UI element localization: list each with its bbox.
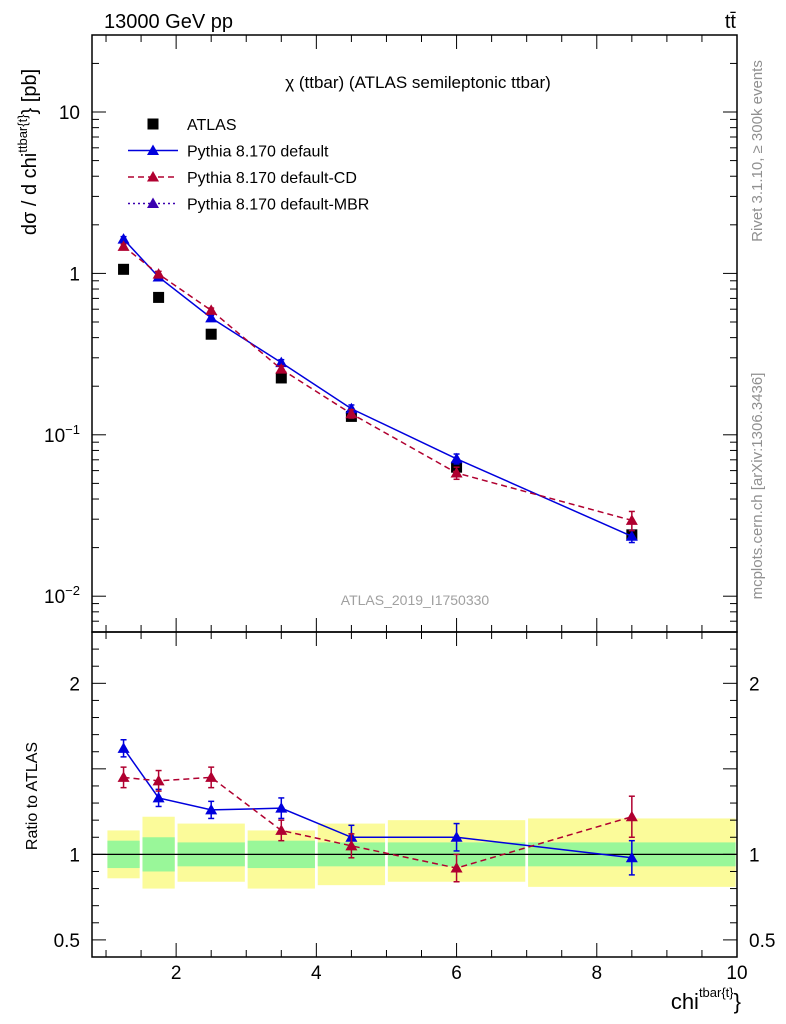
- legend-marker-triangle: [147, 171, 159, 182]
- data-point-triangle: [450, 452, 463, 464]
- data-point-square: [118, 263, 130, 275]
- ratio-point-triangle: [450, 862, 463, 873]
- mcplots-reference-label: mcplots.cern.ch [arXiv:1306.3436]: [749, 373, 766, 600]
- legend-entry: ATLAS: [187, 117, 237, 134]
- legend-marker-triangle: [147, 197, 159, 208]
- ratio-y-tick-label-right: 0.5: [749, 931, 775, 952]
- ratio-point-triangle: [117, 742, 130, 753]
- data-point-triangle: [275, 363, 288, 374]
- y-tick-label: 10: [59, 103, 80, 124]
- ratio-point-triangle: [275, 802, 288, 813]
- data-point-triangle: [205, 311, 218, 323]
- ratio-y-tick-label: 1: [69, 845, 80, 866]
- data-point-square: [153, 291, 165, 303]
- ratio-point-triangle: [205, 771, 218, 782]
- legend: ATLAS Pythia 8.170 default Pythia 8.170 de…: [128, 117, 369, 214]
- ratio-y-tick-label: 2: [69, 674, 80, 695]
- y-tick-label: 1: [69, 264, 80, 285]
- legend-entry: Pythia 8.170 default: [187, 144, 329, 161]
- data-point-triangle: [345, 407, 358, 419]
- main-axis-ticks: 10−2 10−1 1 10: [44, 34, 738, 633]
- header-process-label: 13000 GeV pp: [104, 11, 233, 33]
- data-point-square: [205, 328, 217, 340]
- ratio-axis-ticks: 0.5 0.5 1 1 2 2 2 4 6 8 10: [54, 631, 775, 984]
- data-point-triangle: [152, 268, 165, 279]
- y-tick-label: 10−2: [44, 583, 80, 608]
- series-line: [123, 245, 633, 522]
- main-y-axis-label: dσ / d chittbar{t}} [pb]: [15, 69, 41, 235]
- legend-marker-triangle: [147, 144, 159, 155]
- ratio-point-triangle: [117, 771, 130, 782]
- ratio-panel: 0.5 0.5 1 1 2 2 2 4 6 8 10: [54, 631, 775, 984]
- x-tick-label: 10: [726, 963, 747, 984]
- legend-entry: Pythia 8.170 default-MBR: [187, 197, 369, 214]
- legend-entry: Pythia 8.170 default-CD: [187, 170, 357, 187]
- x-tick-label: 2: [171, 963, 182, 984]
- x-axis-label: chitbar{t}}: [671, 985, 741, 1014]
- x-tick-label: 8: [591, 963, 602, 984]
- ratio-point-triangle: [625, 810, 638, 822]
- ratio-point-triangle: [345, 839, 358, 851]
- x-tick-label: 4: [311, 963, 322, 984]
- data-point-triangle: [205, 304, 218, 315]
- ratio-point-triangle: [152, 791, 165, 803]
- ratio-y-axis-label: Ratio to ATLAS: [24, 742, 41, 850]
- data-point-triangle: [625, 514, 638, 525]
- main-panel: 10−2 10−1 1 10 χ (ttbar) (ATLAS semileptoni…: [44, 34, 738, 633]
- rivet-version-label: Rivet 3.1.10, ≥ 300k events: [749, 60, 766, 242]
- ratio-panel-frame: [91, 631, 738, 958]
- ratio-plot-content: [92, 739, 737, 889]
- data-point-triangle: [450, 466, 463, 478]
- ratio-point-triangle: [450, 831, 463, 842]
- data-point-triangle: [117, 233, 130, 244]
- data-point-triangle: [117, 240, 130, 251]
- ratio-y-tick-label-right: 1: [749, 845, 760, 866]
- data-point-square: [275, 372, 287, 384]
- series-line: [122, 238, 633, 537]
- ratio-point-triangle: [152, 774, 165, 786]
- ratio-point-triangle: [625, 851, 638, 863]
- ratio-y-tick-label: 0.5: [54, 931, 80, 952]
- ratio-point-triangle: [275, 824, 288, 835]
- data-point-triangle: [275, 356, 288, 368]
- legend-marker-square: [147, 118, 159, 130]
- x-tick-label: 6: [451, 963, 462, 984]
- plot-title: χ (ttbar) (ATLAS semileptonic ttbar): [285, 73, 551, 92]
- watermark-label: ATLAS_2019_I1750330: [341, 592, 490, 608]
- data-point-triangle: [625, 530, 638, 541]
- main-plot-content: [117, 233, 638, 544]
- y-tick-label: 10−1: [44, 422, 80, 447]
- header-final-state-label: tt̄: [725, 11, 737, 33]
- ratio-y-tick-label-right: 2: [749, 674, 760, 695]
- ratio-point-triangle: [205, 803, 218, 815]
